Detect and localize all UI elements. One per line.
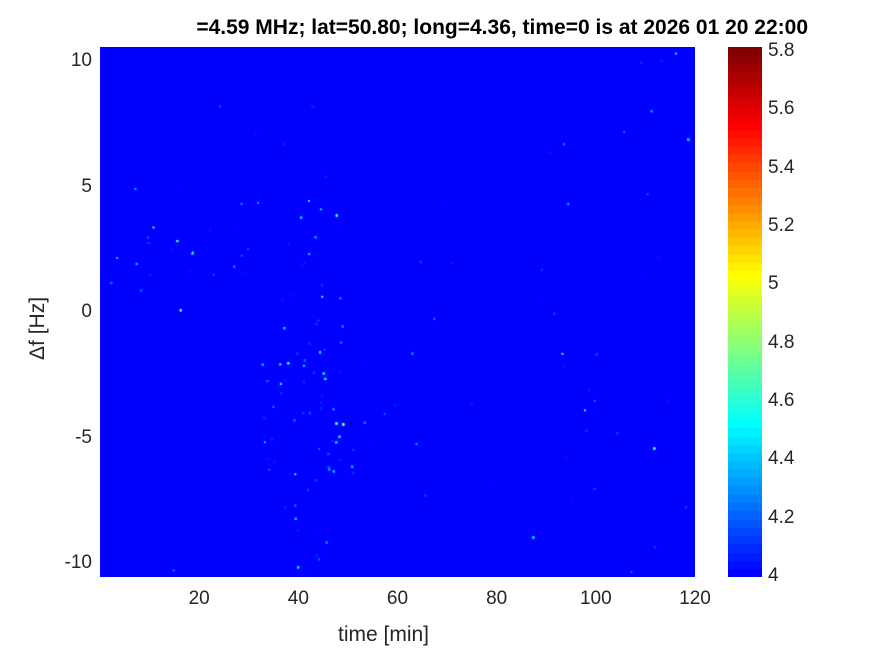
colorbar [728, 47, 762, 577]
colorbar-tick-label: 4.2 [768, 506, 795, 528]
x-tick-label: 20 [188, 588, 210, 609]
x-tick-label: 60 [386, 588, 409, 609]
chart-title: =4.59 MHz; lat=50.80; long=4.36, time=0 … [196, 16, 808, 39]
x-tick-label: 40 [287, 588, 309, 609]
colorbar-tick-label: 5 [768, 273, 779, 295]
x-tick-label: 120 [679, 588, 711, 609]
colorbar-tick-label: 5.6 [768, 98, 795, 120]
y-tick-label: -10 [64, 552, 92, 574]
colorbar-tick-label: 5.8 [768, 40, 795, 61]
colorbar-tick-label: 5.4 [768, 156, 795, 178]
y-axis-label: Δf [Hz] [26, 296, 49, 360]
colorbar-tick-label: 4.6 [768, 390, 795, 411]
spectrogram-heatmap [100, 47, 695, 577]
y-tick-label: 5 [81, 175, 92, 197]
colorbar-tick-label: 5.2 [768, 215, 795, 236]
colorbar-tick-label: 4 [768, 565, 779, 586]
colorbar-tick-label: 4.4 [768, 448, 795, 470]
y-tick-label: 10 [70, 50, 92, 72]
y-tick-label: -5 [75, 426, 92, 448]
x-tick-label: 80 [486, 588, 508, 609]
colorbar-tick-label: 4.8 [768, 331, 795, 353]
x-tick-label: 100 [579, 588, 612, 609]
x-axis-label: time [min] [338, 623, 430, 646]
y-tick-label: 0 [81, 301, 92, 323]
